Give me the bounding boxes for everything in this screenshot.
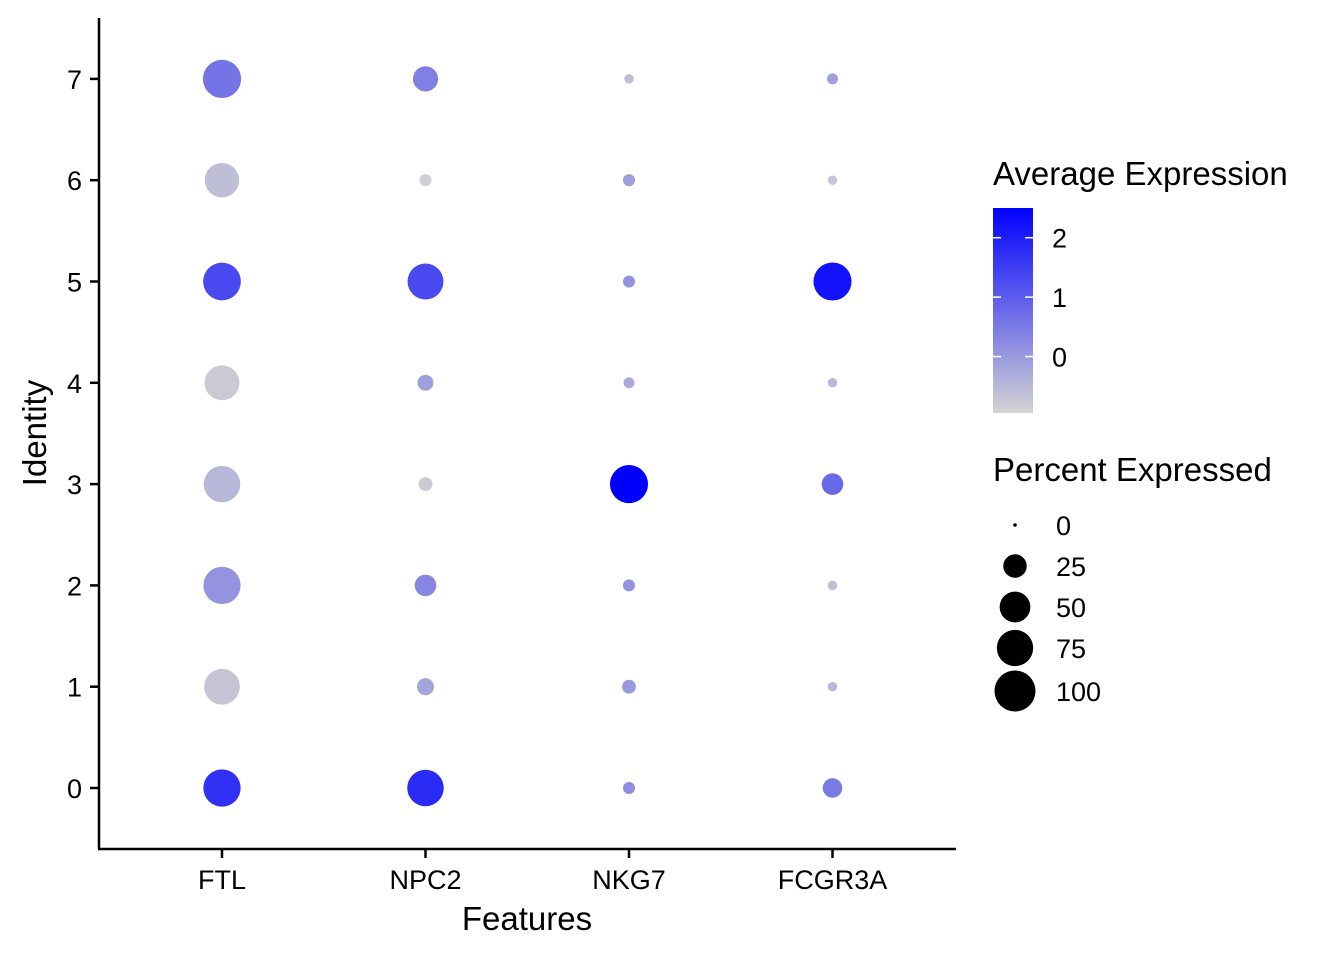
size-legend-label: 75 [1056,634,1086,664]
data-point [419,174,432,187]
data-point [203,769,241,807]
data-point [622,679,636,694]
data-point [417,374,434,391]
x-axis-title: Features [462,900,592,937]
y-tick-label: 0 [67,774,82,804]
data-point [407,769,444,807]
size-legend-label: 0 [1056,511,1071,541]
data-point [203,465,241,503]
size-legend-key [999,591,1031,623]
data-point [827,580,838,591]
data-point [418,477,433,492]
data-point [822,778,843,798]
size-legend-label: 100 [1056,677,1101,707]
size-legend-key [996,629,1034,667]
data-point [623,377,635,389]
data-point [203,566,241,605]
color-legend-label: 0 [1052,343,1067,373]
data-point [622,174,636,187]
data-point [827,73,838,85]
data-point [203,262,241,301]
y-tick-label: 1 [67,673,82,703]
size-legend-label: 50 [1056,593,1086,623]
plot-area: 0 1 2 3 4 5 6 7 FTL NPC2 NKG7 FCGR3A [67,18,956,895]
x-tick-label: FCGR3A [778,865,888,895]
size-legend-key [1003,554,1027,578]
data-point [204,365,240,401]
x-tick-label: FTL [198,865,246,895]
data-point [813,262,852,301]
data-point [624,74,634,84]
color-legend-label: 2 [1052,224,1067,254]
size-legend-title: Percent Expressed [993,451,1272,488]
data-point [414,574,437,597]
size-legend-key [994,670,1036,712]
x-tick-label: NKG7 [592,865,666,895]
data-point [202,59,242,99]
data-point [412,66,439,92]
data-point [204,668,240,705]
data-point [827,378,838,388]
data-point [827,175,838,185]
data-point [827,681,838,692]
color-legend-title: Average Expression [993,155,1288,192]
y-tick-label: 7 [67,65,82,95]
y-tick-label: 5 [67,268,82,298]
y-axis-title: Identity [16,379,53,486]
data-point [609,465,649,504]
data-point [622,275,636,288]
data-point [204,162,240,198]
data-point [821,473,844,495]
data-point [416,678,435,696]
size-legend-label: 25 [1056,552,1086,582]
size-legend-key [1013,523,1017,527]
color-legend-label: 1 [1052,283,1067,313]
data-point [622,781,636,795]
y-tick-label: 3 [67,470,82,500]
x-tick-label: NPC2 [389,865,461,895]
legend: 0 1 2 0 25 50 75 100 [993,208,1101,712]
y-tick-label: 2 [67,571,82,601]
y-tick-label: 4 [67,369,82,399]
y-tick-label: 6 [67,166,82,196]
data-point [622,579,636,592]
data-point [407,263,444,300]
color-legend-bar [993,208,1033,413]
